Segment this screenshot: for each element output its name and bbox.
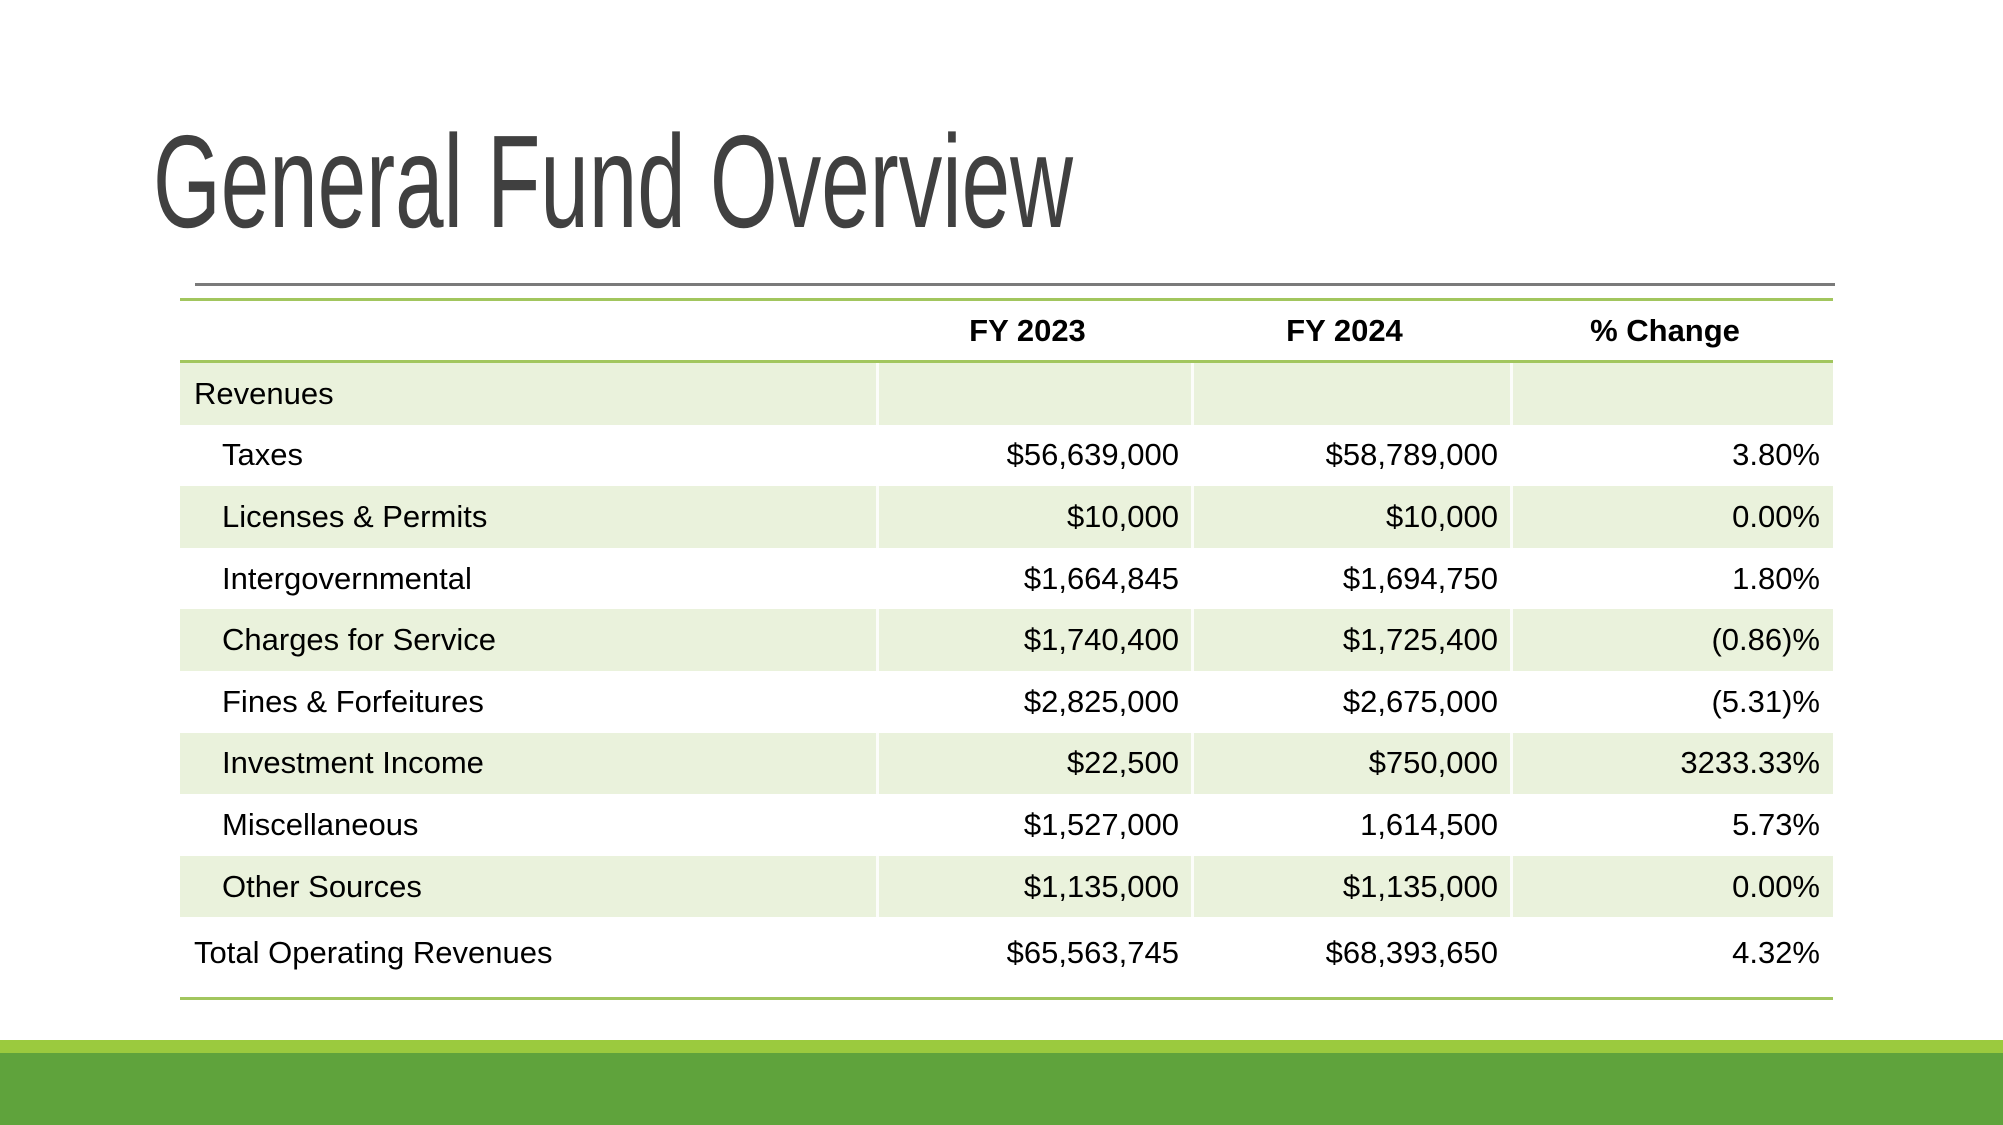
table-row: Investment Income $22,500 $750,000 3233.33% (180, 732, 1833, 795)
row-value-fy2023: $2,825,000 (1023, 683, 1179, 719)
row-value-change: 3.80% (1732, 437, 1820, 473)
row-value-fy2024: $1,725,400 (1191, 609, 1510, 671)
header-fy2024: FY 2024 (1286, 312, 1403, 348)
row-label: Intergovernmental (222, 560, 472, 596)
row-label: Other Sources (222, 868, 422, 904)
row-label: Fines & Forfeitures (222, 683, 484, 719)
row-label: Investment Income (222, 745, 484, 781)
table-header-row: FY 2023 FY 2024 % Change (180, 301, 1833, 363)
row-label: Revenues (194, 375, 334, 411)
row-value-fy2024: 1,614,500 (1360, 806, 1498, 842)
row-value-fy2023 (876, 363, 1191, 425)
table-row: Total Operating Revenues $65,563,745 $68,3… (180, 917, 1833, 997)
row-value-fy2023: $56,639,000 (1006, 437, 1179, 473)
general-fund-table: FY 2023 FY 2024 % Change Revenues Taxes $5… (180, 298, 1833, 1001)
row-value-fy2024: $10,000 (1191, 486, 1510, 548)
row-value-fy2023: $10,000 (876, 486, 1191, 548)
row-value-fy2023: $1,527,000 (1023, 806, 1179, 842)
row-value-fy2023: $22,500 (876, 733, 1191, 795)
row-value-change: 3233.33% (1510, 733, 1833, 795)
title-underline (195, 283, 1835, 286)
row-label: Licenses & Permits (222, 498, 488, 534)
table-row: Other Sources $1,135,000 $1,135,000 0.00% (180, 855, 1833, 918)
footer-bar (0, 1053, 2003, 1125)
row-value-fy2024: $68,393,650 (1325, 935, 1498, 971)
row-value-fy2024: $1,135,000 (1191, 856, 1510, 918)
table-row: Licenses & Permits $10,000 $10,000 0.00% (180, 486, 1833, 548)
row-value-fy2023: $1,740,400 (876, 609, 1191, 671)
row-value-change: 1.80% (1732, 560, 1820, 596)
row-value-change: 0.00% (1510, 856, 1833, 918)
table-row: Charges for Service $1,740,400 $1,725,400(… (180, 609, 1833, 671)
row-value-fy2024 (1191, 363, 1510, 425)
row-value-fy2024: $2,675,000 (1342, 683, 1498, 719)
row-value-fy2024: $58,789,000 (1325, 437, 1498, 473)
page-title: General Fund Overview (153, 108, 1073, 255)
row-value-fy2023: $65,563,745 (1006, 935, 1179, 971)
header-label-column (180, 301, 876, 360)
table-row: Revenues (180, 363, 1833, 425)
row-value-fy2024: $750,000 (1191, 733, 1510, 795)
footer-accent-strip (0, 1040, 2003, 1053)
title-block: General Fund Overview (153, 116, 1547, 248)
row-label: Miscellaneous (222, 806, 419, 842)
row-value-change: 4.32% (1732, 935, 1820, 971)
table-row: Fines & Forfeitures $2,825,000 $2,675,000 (… (180, 671, 1833, 733)
row-label: Charges for Service (222, 622, 496, 658)
row-label: Total Operating Revenues (194, 935, 553, 971)
table-row: Miscellaneous $1,527,000 1,614,500 5.73% (180, 794, 1833, 856)
row-value-change (1510, 363, 1833, 425)
table-row: Taxes $56,639,000 $58,789,000 3.80% (180, 425, 1833, 487)
row-value-change: 0.00% (1510, 486, 1833, 548)
row-label: Taxes (222, 437, 303, 473)
row-value-change: (0.86)% (1510, 609, 1833, 671)
table-row: Intergovernmental $1,664,845 $1,694,750 1.8… (180, 548, 1833, 610)
row-value-change: 5.73% (1732, 806, 1820, 842)
row-value-fy2023: $1,664,845 (1023, 560, 1179, 596)
header-percent-change: % Change (1590, 312, 1740, 348)
table-body: Revenues Taxes $56,639,000 $58,789,000 3.80%… (180, 363, 1833, 997)
row-value-fy2024: $1,694,750 (1342, 560, 1498, 596)
row-value-change: (5.31)% (1711, 683, 1820, 719)
row-value-fy2023: $1,135,000 (876, 856, 1191, 918)
header-fy2023: FY 2023 (969, 312, 1086, 348)
